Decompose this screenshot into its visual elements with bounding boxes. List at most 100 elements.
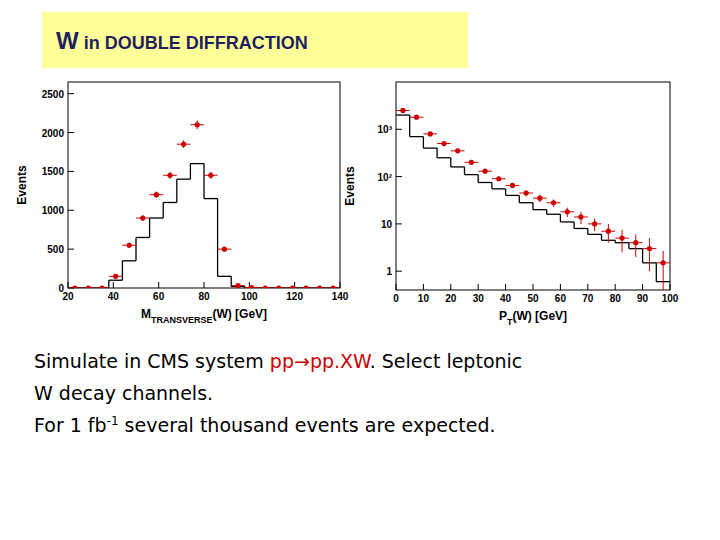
histogram-riser bbox=[135, 237, 136, 260]
y-tick bbox=[68, 171, 74, 172]
histogram-riser bbox=[450, 158, 451, 167]
histogram-step bbox=[150, 217, 164, 218]
data-point bbox=[441, 141, 446, 146]
histogram-step bbox=[437, 157, 451, 158]
plot-frame bbox=[68, 82, 340, 288]
y-tick-label: 10 bbox=[381, 219, 393, 230]
data-point bbox=[99, 285, 104, 288]
x-axis-label-part: M bbox=[141, 307, 151, 321]
y-tick-label: 500 bbox=[47, 244, 64, 255]
data-point bbox=[551, 200, 556, 205]
histogram-riser bbox=[628, 243, 629, 249]
histogram-step bbox=[136, 237, 150, 238]
title-box bbox=[42, 12, 468, 68]
histogram-riser bbox=[149, 218, 150, 237]
y-axis-label: Events bbox=[15, 165, 29, 205]
x-tick bbox=[505, 284, 506, 290]
x-tick-label: 80 bbox=[610, 293, 622, 304]
x-axis-label-part: (W) [GeV] bbox=[212, 307, 267, 321]
error-bar bbox=[622, 230, 623, 253]
y-tick bbox=[68, 249, 74, 250]
histogram-riser bbox=[163, 202, 164, 218]
data-point bbox=[633, 240, 638, 245]
caption-segment: For 1 fb bbox=[34, 414, 107, 436]
histogram-step bbox=[163, 202, 177, 203]
y-tick bbox=[68, 93, 74, 94]
histogram-step bbox=[122, 260, 136, 261]
data-point bbox=[606, 229, 611, 234]
x-tick bbox=[670, 284, 671, 290]
data-point bbox=[578, 214, 583, 219]
x-tick-label: 100 bbox=[241, 291, 258, 302]
histogram-riser bbox=[560, 214, 561, 222]
x-tick-label: 90 bbox=[637, 293, 649, 304]
marks bbox=[68, 120, 340, 288]
caption-line: Simulate in CMS system pp→pp.XW. Select … bbox=[34, 350, 522, 372]
data-point bbox=[140, 215, 145, 220]
x-tick bbox=[450, 284, 451, 290]
histogram-riser bbox=[478, 175, 479, 183]
data-point bbox=[154, 192, 159, 197]
data-point bbox=[524, 190, 529, 195]
x-axis-label: MTRANSVERSE(W) [GeV] bbox=[141, 307, 267, 325]
histogram-step bbox=[533, 209, 547, 210]
data-point bbox=[86, 285, 91, 288]
caption-line: W decay channels. bbox=[34, 382, 213, 404]
x-axis-label: PT(W) [GeV] bbox=[499, 309, 567, 327]
histogram-step bbox=[519, 202, 533, 203]
caption-segment: Simulate in CMS system bbox=[34, 350, 270, 372]
data-point bbox=[619, 236, 624, 241]
data-point bbox=[113, 274, 118, 279]
histogram-riser bbox=[587, 228, 588, 234]
data-point bbox=[455, 148, 460, 153]
x-tick-label: 70 bbox=[582, 293, 594, 304]
histogram-step bbox=[492, 188, 506, 189]
data-point bbox=[510, 183, 515, 188]
histogram-riser bbox=[546, 210, 547, 215]
data-point bbox=[414, 115, 419, 120]
data-point bbox=[263, 285, 268, 288]
x-tick bbox=[340, 282, 341, 288]
x-axis-label-part: TRANSVERSE bbox=[151, 315, 213, 325]
data-point bbox=[482, 169, 487, 174]
x-tick bbox=[478, 284, 479, 290]
histogram-riser bbox=[409, 115, 410, 137]
data-point bbox=[592, 221, 597, 226]
histogram-step bbox=[109, 280, 123, 281]
histogram-step bbox=[451, 166, 465, 167]
x-tick-label: 0 bbox=[393, 293, 399, 304]
x-tick-label: 40 bbox=[108, 291, 120, 302]
x-tick bbox=[642, 284, 643, 290]
data-point bbox=[235, 283, 240, 288]
y-tick-label: 0 bbox=[58, 283, 64, 294]
caption-line: For 1 fb-1 several thousand events are e… bbox=[34, 414, 496, 436]
data-point bbox=[469, 160, 474, 165]
histogram-riser bbox=[231, 276, 232, 286]
y-tick bbox=[68, 132, 74, 133]
data-point bbox=[565, 209, 570, 214]
histogram-step bbox=[588, 234, 602, 235]
histogram-riser bbox=[491, 182, 492, 188]
x-tick bbox=[113, 282, 114, 288]
histogram-riser bbox=[573, 222, 574, 229]
data-point bbox=[303, 285, 308, 288]
histogram-riser bbox=[190, 164, 191, 180]
slide: W in DOUBLE DIFFRACTIONSimulate in CMS s… bbox=[0, 0, 720, 540]
error-bar bbox=[663, 251, 664, 290]
histogram-riser bbox=[601, 234, 602, 240]
y-tick-label: 10² bbox=[378, 172, 393, 183]
histogram-step bbox=[547, 214, 561, 215]
x-tick-label: 10 bbox=[418, 293, 430, 304]
histogram-riser bbox=[436, 148, 437, 158]
x-tick bbox=[158, 282, 159, 288]
histogram-step bbox=[396, 114, 410, 115]
y-tick bbox=[396, 176, 402, 177]
title-lead: W bbox=[56, 27, 79, 54]
data-point bbox=[181, 142, 186, 147]
data-point bbox=[331, 285, 336, 288]
y-tick bbox=[68, 210, 74, 211]
histogram-riser bbox=[505, 189, 506, 196]
histogram-riser bbox=[108, 280, 109, 288]
y-axis-label: Events bbox=[343, 166, 357, 206]
x-tick-label: 120 bbox=[286, 291, 303, 302]
